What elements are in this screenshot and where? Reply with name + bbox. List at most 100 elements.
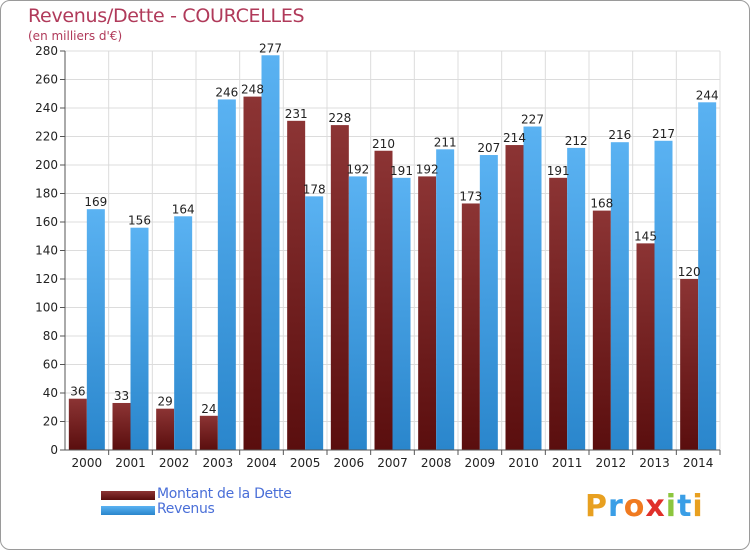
- bar-revenue: [348, 176, 367, 450]
- x-tick-label: 2001: [115, 456, 146, 470]
- y-tick-label: 80: [43, 329, 58, 343]
- data-label-debt: 145: [634, 229, 657, 243]
- x-tick-label: 2002: [159, 456, 190, 470]
- y-tick-label: 260: [35, 73, 58, 87]
- bar-revenue: [523, 126, 542, 451]
- bar-debt: [199, 415, 218, 450]
- logo-letter: P: [585, 489, 608, 524]
- data-label-revenue: 217: [652, 127, 675, 141]
- data-label-revenue: 169: [84, 195, 107, 209]
- bar-revenue: [479, 155, 498, 450]
- data-label-debt: 214: [503, 131, 526, 145]
- data-label-debt: 120: [678, 265, 701, 279]
- x-tick-label: 2000: [72, 456, 103, 470]
- data-label-debt: 231: [285, 107, 308, 121]
- data-label-revenue: 277: [259, 41, 282, 55]
- x-tick-label: 2010: [508, 456, 539, 470]
- y-tick-label: 60: [43, 358, 58, 372]
- bar-debt: [461, 203, 480, 450]
- bars: [68, 55, 717, 451]
- bar-revenue: [217, 99, 236, 450]
- bar-debt: [636, 243, 655, 450]
- bar-debt: [287, 120, 306, 450]
- data-label-debt: 36: [70, 385, 85, 399]
- x-tick-label: 2008: [421, 456, 452, 470]
- x-tick-label: 2004: [246, 456, 277, 470]
- y-tick-label: 160: [35, 215, 58, 229]
- x-tick-label: 2007: [377, 456, 408, 470]
- data-label-revenue: 216: [608, 128, 631, 142]
- data-label-revenue: 192: [346, 162, 369, 176]
- bar-debt: [112, 402, 131, 450]
- bar-debt: [505, 145, 524, 451]
- data-label-revenue: 191: [390, 164, 413, 178]
- proxiti-logo: Proxiti: [585, 489, 704, 524]
- data-label-revenue: 164: [172, 202, 195, 216]
- bar-revenue: [86, 209, 105, 450]
- bar-revenue: [567, 147, 586, 450]
- y-tick-label: 100: [35, 301, 58, 315]
- y-tick-label: 200: [35, 158, 58, 172]
- x-tick-label: 2011: [552, 456, 583, 470]
- y-tick-label: 220: [35, 130, 58, 144]
- data-label-revenue: 178: [303, 182, 326, 196]
- axes: 0 20 40 60 80 100 120 140 160 180 200 220 240 260 280 2…: [35, 44, 721, 470]
- bar-revenue: [261, 55, 280, 451]
- data-label-revenue: 246: [215, 85, 238, 99]
- bar-debt: [374, 150, 393, 450]
- x-tick-label: 2006: [334, 456, 365, 470]
- data-label-revenue: 156: [128, 214, 151, 228]
- legend-swatch-revenue: [101, 506, 155, 515]
- y-tick-label: 240: [35, 101, 58, 115]
- data-label-debt: 33: [114, 389, 129, 403]
- chart-subtitle: (en milliers d'€): [28, 29, 123, 43]
- x-tick-label: 2014: [683, 456, 714, 470]
- logo-letter: i: [692, 489, 704, 524]
- x-tick-label: 2003: [203, 456, 234, 470]
- y-tick-label: 120: [35, 272, 58, 286]
- legend-swatch-debt: [101, 491, 155, 500]
- x-tick-label: 2012: [596, 456, 627, 470]
- x-tick-label: 2009: [465, 456, 496, 470]
- bar-revenue: [654, 140, 673, 450]
- data-label-debt: 248: [241, 83, 264, 97]
- data-label-debt: 210: [372, 137, 395, 151]
- bar-revenue: [392, 177, 411, 450]
- bar-debt: [680, 279, 699, 450]
- bar-revenue: [130, 227, 149, 450]
- x-tick-label: 2005: [290, 456, 321, 470]
- logo-letter: o: [623, 489, 646, 524]
- bar-debt: [330, 125, 349, 450]
- data-label-revenue: 207: [477, 141, 500, 155]
- data-label-revenue: 244: [696, 88, 719, 102]
- data-label-revenue: 227: [521, 113, 544, 127]
- bar-debt: [156, 408, 175, 450]
- legend-label-revenue: Revenus: [157, 501, 215, 517]
- data-label-debt: 192: [416, 162, 439, 176]
- bar-revenue: [698, 102, 717, 451]
- logo-letter: t: [677, 489, 693, 524]
- data-label-revenue: 212: [565, 134, 588, 148]
- logo-letter: i: [665, 489, 678, 524]
- logo-letter: r: [608, 489, 624, 524]
- bar-revenue: [305, 196, 324, 450]
- bar-debt: [68, 398, 87, 450]
- y-tick-label: 280: [35, 44, 58, 58]
- data-label-debt: 228: [328, 111, 351, 125]
- bar-debt: [592, 210, 611, 450]
- bar-revenue: [610, 142, 629, 450]
- data-label-debt: 24: [201, 402, 216, 416]
- data-label-debt: 173: [459, 189, 482, 203]
- data-label-debt: 191: [547, 164, 570, 178]
- legend-label-debt: Montant de la Dette: [157, 486, 292, 502]
- y-tick-label: 180: [35, 187, 58, 201]
- data-label-revenue: 211: [434, 135, 457, 149]
- bar-debt: [549, 177, 568, 450]
- bar-revenue: [174, 216, 193, 450]
- bar-debt: [418, 176, 437, 450]
- data-label-debt: 168: [590, 197, 613, 211]
- bar-debt: [243, 96, 262, 450]
